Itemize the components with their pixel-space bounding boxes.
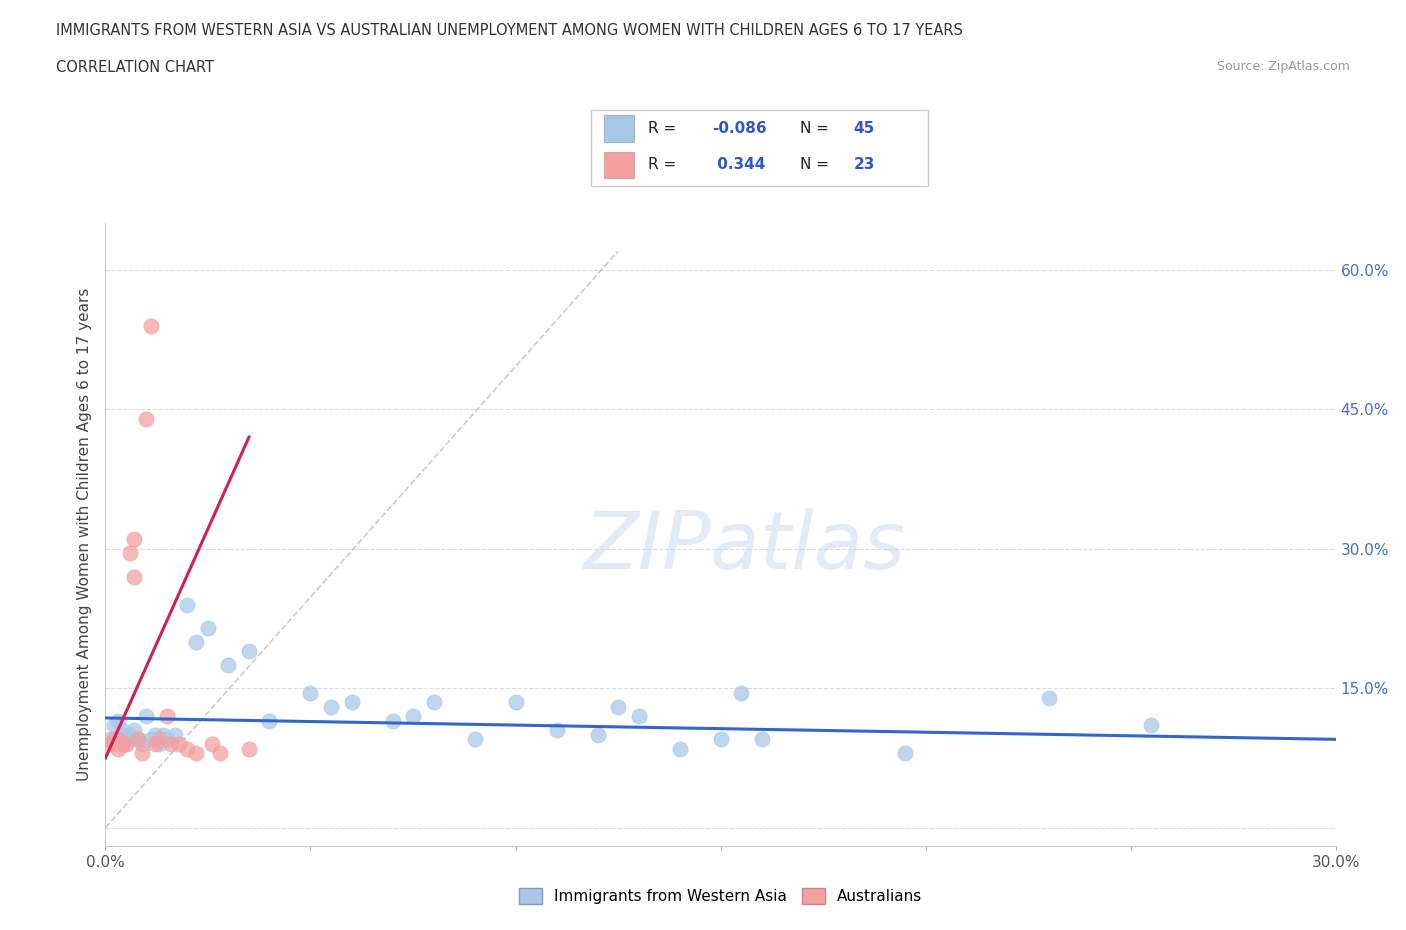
- Point: [422, 695, 444, 710]
- Text: 23: 23: [853, 157, 875, 172]
- Point: [169, 737, 191, 751]
- Point: [730, 685, 752, 700]
- Point: [127, 732, 149, 747]
- Point: [156, 709, 179, 724]
- Point: [165, 727, 187, 742]
- Text: Source: ZipAtlas.com: Source: ZipAtlas.com: [1216, 60, 1350, 73]
- Text: 0.344: 0.344: [711, 157, 765, 172]
- Point: [1140, 718, 1163, 733]
- Text: 45: 45: [853, 121, 875, 136]
- Point: [120, 546, 141, 561]
- Point: [218, 658, 240, 672]
- Point: [505, 695, 527, 710]
- Text: IMMIGRANTS FROM WESTERN ASIA VS AUSTRALIAN UNEMPLOYMENT AMONG WOMEN WITH CHILDRE: IMMIGRANTS FROM WESTERN ASIA VS AUSTRALI…: [56, 23, 963, 38]
- Point: [160, 737, 183, 751]
- Point: [319, 699, 342, 714]
- Point: [627, 709, 650, 724]
- Point: [103, 732, 125, 747]
- Point: [340, 695, 363, 710]
- Point: [751, 732, 773, 747]
- Point: [668, 741, 690, 756]
- Point: [1038, 690, 1060, 705]
- Point: [259, 713, 281, 728]
- Point: [131, 746, 153, 761]
- Point: [197, 620, 219, 635]
- Point: [894, 746, 917, 761]
- Point: [135, 709, 157, 724]
- Text: R =: R =: [648, 121, 676, 136]
- Point: [122, 723, 145, 737]
- Point: [98, 737, 121, 751]
- Point: [111, 727, 134, 742]
- Point: [115, 737, 138, 751]
- Point: [107, 741, 129, 756]
- Point: [111, 737, 134, 751]
- Point: [607, 699, 630, 714]
- Point: [710, 732, 733, 747]
- Y-axis label: Unemployment Among Women with Children Ages 6 to 17 years: Unemployment Among Women with Children A…: [77, 288, 93, 781]
- Point: [111, 723, 134, 737]
- Point: [156, 732, 179, 747]
- FancyBboxPatch shape: [591, 110, 928, 186]
- Text: R =: R =: [648, 157, 676, 172]
- Bar: [605, 152, 634, 179]
- Point: [139, 732, 162, 747]
- Point: [107, 713, 129, 728]
- Point: [176, 597, 198, 612]
- Point: [107, 732, 129, 747]
- Text: CORRELATION CHART: CORRELATION CHART: [56, 60, 214, 75]
- Text: -0.086: -0.086: [711, 121, 766, 136]
- Point: [402, 709, 425, 724]
- Point: [152, 727, 174, 742]
- Point: [143, 727, 166, 742]
- Point: [120, 732, 141, 747]
- Point: [122, 532, 145, 547]
- Point: [103, 718, 125, 733]
- Text: ZIPatlas: ZIPatlas: [583, 508, 907, 586]
- Point: [131, 737, 153, 751]
- Point: [122, 569, 145, 584]
- Point: [381, 713, 404, 728]
- Point: [201, 737, 224, 751]
- Text: N =: N =: [800, 157, 828, 172]
- Legend: Immigrants from Western Asia, Australians: Immigrants from Western Asia, Australian…: [513, 883, 928, 910]
- Point: [148, 737, 170, 751]
- Point: [135, 411, 157, 426]
- Point: [148, 732, 170, 747]
- Point: [238, 644, 260, 658]
- Point: [139, 318, 162, 333]
- Point: [464, 732, 486, 747]
- Point: [209, 746, 232, 761]
- Point: [546, 723, 568, 737]
- Text: N =: N =: [800, 121, 828, 136]
- Bar: [605, 115, 634, 141]
- Point: [238, 741, 260, 756]
- Point: [299, 685, 322, 700]
- Point: [143, 737, 166, 751]
- Point: [120, 727, 141, 742]
- Point: [586, 727, 609, 742]
- Point: [176, 741, 198, 756]
- Point: [98, 732, 121, 747]
- Point: [115, 737, 138, 751]
- Point: [127, 732, 149, 747]
- Point: [107, 732, 129, 747]
- Point: [184, 634, 207, 649]
- Point: [103, 737, 125, 751]
- Point: [184, 746, 207, 761]
